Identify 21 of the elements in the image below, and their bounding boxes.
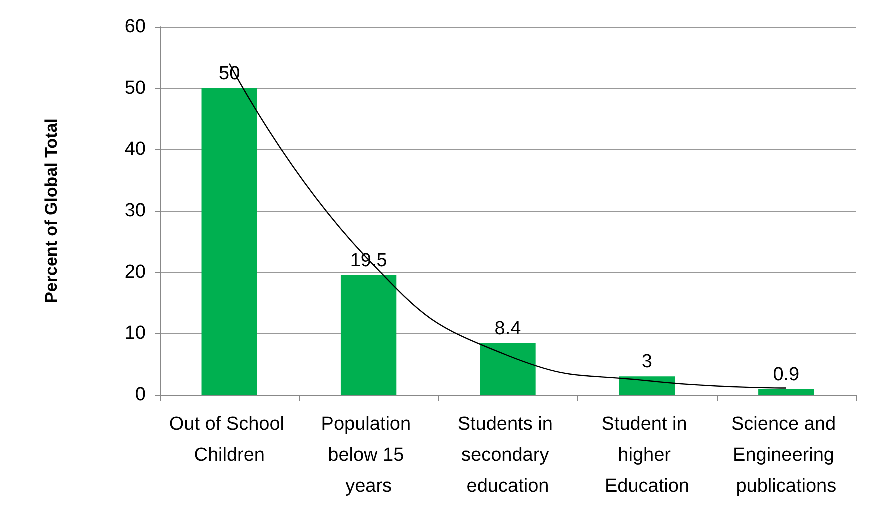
- x-tick-label: Student in higher Education: [602, 414, 693, 497]
- x-tick-label: Science and Engineering publications: [731, 414, 842, 497]
- data-label: 8.4: [494, 318, 522, 340]
- y-tick-label: 60: [124, 16, 146, 38]
- bar: [619, 376, 676, 395]
- y-tick-label: 50: [124, 78, 146, 99]
- x-tick-label: Population below 15 years: [321, 414, 416, 497]
- y-tick-label: 20: [124, 262, 146, 283]
- x-tick-label: Students in secondary education: [458, 414, 558, 497]
- bar: [758, 389, 814, 395]
- bar: [340, 275, 397, 395]
- y-tick-label: 30: [124, 200, 146, 222]
- bar: [202, 88, 258, 395]
- y-axis-title: Percent of Global Total: [42, 118, 61, 304]
- y-tick-label: 10: [124, 323, 146, 344]
- x-tick-label: Out of School Children: [169, 414, 290, 466]
- y-tick-label: 40: [124, 139, 146, 160]
- data-label: 0.9: [773, 364, 800, 386]
- bar: [480, 343, 536, 395]
- data-label: 3: [642, 352, 652, 373]
- y-tick-label: 0: [135, 384, 146, 406]
